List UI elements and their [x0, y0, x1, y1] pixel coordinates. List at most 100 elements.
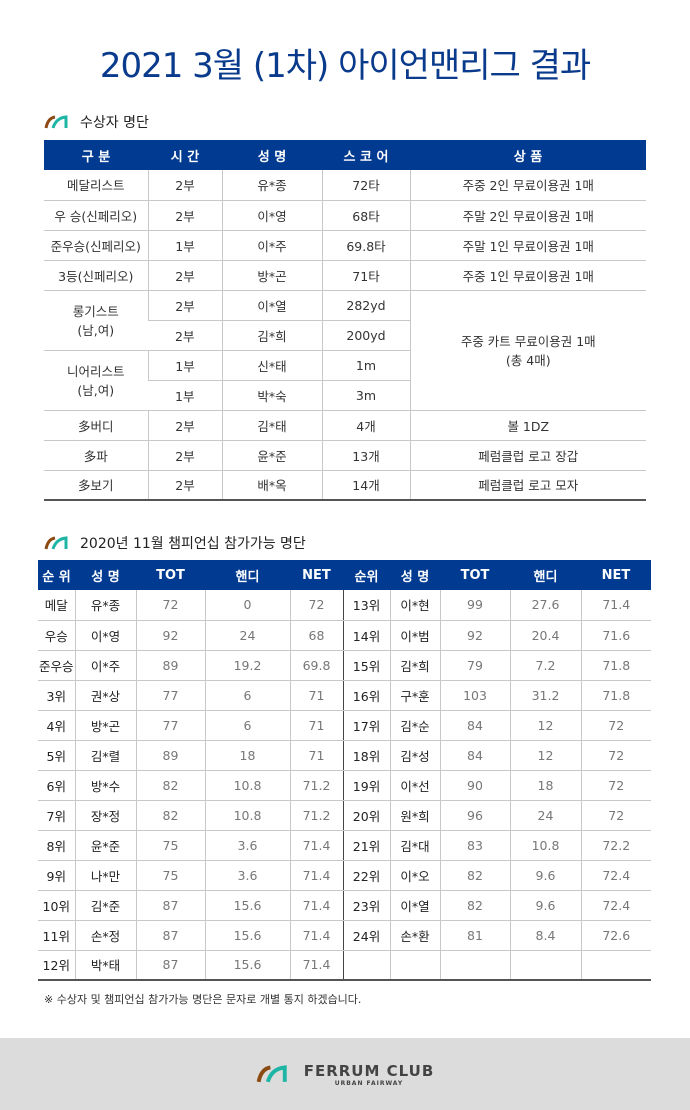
- rank-cell: 9위: [38, 860, 75, 891]
- tot-cell: 72: [135, 590, 205, 621]
- name-cell: 이*현: [389, 590, 440, 621]
- table-row: 5위 김*렬 89 18 71 18위 김*성 84 12 72: [38, 740, 651, 771]
- net-cell: 69.8: [289, 650, 343, 681]
- table-row: 롱기스트 (남,여) 2부 이*열 282yd 주중 카트 무료이용권 1매 (총 4매…: [44, 290, 646, 411]
- handicap-cell: 27.6: [509, 590, 581, 621]
- table-row: 9위 나*만 75 3.6 71.4 22위 이*오 82 9.6 72.4: [38, 860, 651, 891]
- rank-cell: 15위: [342, 650, 390, 681]
- rank-cell: 19위: [342, 770, 390, 801]
- net-cell: 71.4: [289, 860, 343, 891]
- handicap-cell: 15.6: [204, 890, 290, 921]
- category-cell: 多보기: [44, 470, 148, 501]
- tot-cell: 81: [439, 920, 510, 951]
- ferrum-logo-icon: [44, 115, 68, 129]
- net-cell: 71.4: [289, 830, 343, 861]
- empty-cell: [580, 950, 651, 981]
- empty-cell: [342, 950, 390, 981]
- time-cell: 2부: [147, 470, 222, 501]
- handicap-cell: 3.6: [204, 830, 290, 861]
- score-cell: 71타: [321, 260, 410, 291]
- column-header: TOT: [440, 560, 510, 590]
- empty-cell: [439, 950, 510, 981]
- tot-cell: 77: [135, 710, 205, 741]
- name-cell: 이*열: [221, 290, 322, 321]
- rank-cell: 22위: [342, 860, 390, 891]
- footer: FERRUM CLUB URBAN FAIRWAY: [0, 1038, 690, 1110]
- name-cell: 손*정: [74, 920, 136, 951]
- page-title: 2021 3월 (1차) 아이언맨리그 결과: [99, 46, 591, 86]
- category-cell: 3등(신페리오): [44, 260, 148, 291]
- net-cell: 71.2: [289, 770, 343, 801]
- tot-cell: 96: [439, 800, 510, 831]
- tot-cell: 92: [439, 620, 510, 651]
- table-row: 3등(신페리오) 2부 방*곤 71타 주중 1인 무료이용권 1매: [44, 260, 646, 291]
- rank-cell: 17위: [342, 710, 390, 741]
- rank-cell: 5위: [38, 740, 75, 771]
- category-cell: 롱기스트 (남,여): [44, 290, 148, 351]
- section-championship-heading: 2020년 11월 챔피언십 참가가능 명단: [44, 533, 306, 553]
- column-header: 상 품: [410, 140, 646, 170]
- name-cell: 배*옥: [221, 470, 322, 501]
- column-header: 성 명: [390, 560, 440, 590]
- name-cell: 이*주: [74, 650, 136, 681]
- ferrum-logo-icon: [256, 1065, 287, 1083]
- table-row: 8위 윤*준 75 3.6 71.4 21위 김*대 83 10.8 72.2: [38, 830, 651, 861]
- name-cell: 김*태: [221, 410, 322, 441]
- name-cell: 방*곤: [221, 260, 322, 291]
- rank-cell: 20위: [342, 800, 390, 831]
- tot-cell: 87: [135, 890, 205, 921]
- table-row: 메달리스트 2부 유*종 72타 주중 2인 무료이용권 1매: [44, 170, 646, 201]
- tot-cell: 82: [135, 770, 205, 801]
- net-cell: 68: [289, 620, 343, 651]
- net-cell: 71.2: [289, 800, 343, 831]
- net-cell: 71.4: [289, 890, 343, 921]
- rank-cell: 4위: [38, 710, 75, 741]
- time-cell: 2부: [147, 290, 222, 321]
- net-cell: 72: [580, 800, 651, 831]
- rank-cell: 16위: [342, 680, 390, 711]
- tot-cell: 103: [439, 680, 510, 711]
- tot-cell: 83: [439, 830, 510, 861]
- column-header: TOT: [136, 560, 205, 590]
- name-cell: 이*선: [389, 770, 440, 801]
- rank-cell: 11위: [38, 920, 75, 951]
- column-header: 성 명: [75, 560, 136, 590]
- score-cell: 1m: [321, 350, 410, 381]
- net-cell: 72: [580, 740, 651, 771]
- name-cell: 방*수: [74, 770, 136, 801]
- tot-cell: 84: [439, 710, 510, 741]
- column-header: NET: [581, 560, 651, 590]
- time-cell: 2부: [147, 260, 222, 291]
- net-cell: 72.4: [580, 860, 651, 891]
- column-header: 스 코 어: [322, 140, 410, 170]
- name-cell: 구*훈: [389, 680, 440, 711]
- tot-cell: 89: [135, 650, 205, 681]
- column-header: 구 분: [44, 140, 148, 170]
- tot-cell: 82: [439, 860, 510, 891]
- table-row: 12위 박*태 87 15.6 71.4: [38, 950, 651, 981]
- rank-cell: 6위: [38, 770, 75, 801]
- net-cell: 72: [580, 770, 651, 801]
- time-cell: 1부: [147, 230, 222, 261]
- name-cell: 김*렬: [74, 740, 136, 771]
- net-cell: 72.2: [580, 830, 651, 861]
- prize-cell: 주중 1인 무료이용권 1매: [409, 260, 646, 291]
- name-cell: 김*성: [389, 740, 440, 771]
- tot-cell: 84: [439, 740, 510, 771]
- handicap-cell: 10.8: [204, 800, 290, 831]
- handicap-cell: 18: [509, 770, 581, 801]
- score-cell: 72타: [321, 170, 410, 201]
- rank-cell: 3위: [38, 680, 75, 711]
- column-header: NET: [290, 560, 343, 590]
- rank-cell: 10위: [38, 890, 75, 921]
- handicap-cell: 10.8: [509, 830, 581, 861]
- score-cell: 13개: [321, 440, 410, 471]
- net-cell: 72.4: [580, 890, 651, 921]
- column-header: 성 명: [222, 140, 322, 170]
- table-row: 3위 권*상 77 6 71 16위 구*훈 103 31.2 71.8: [38, 680, 651, 711]
- category-cell: 니어리스트 (남,여): [44, 350, 148, 411]
- handicap-cell: 6: [204, 680, 290, 711]
- category-cell: 우 승(신페리오): [44, 200, 148, 231]
- tot-cell: 99: [439, 590, 510, 621]
- table-row: 6위 방*수 82 10.8 71.2 19위 이*선 90 18 72: [38, 770, 651, 801]
